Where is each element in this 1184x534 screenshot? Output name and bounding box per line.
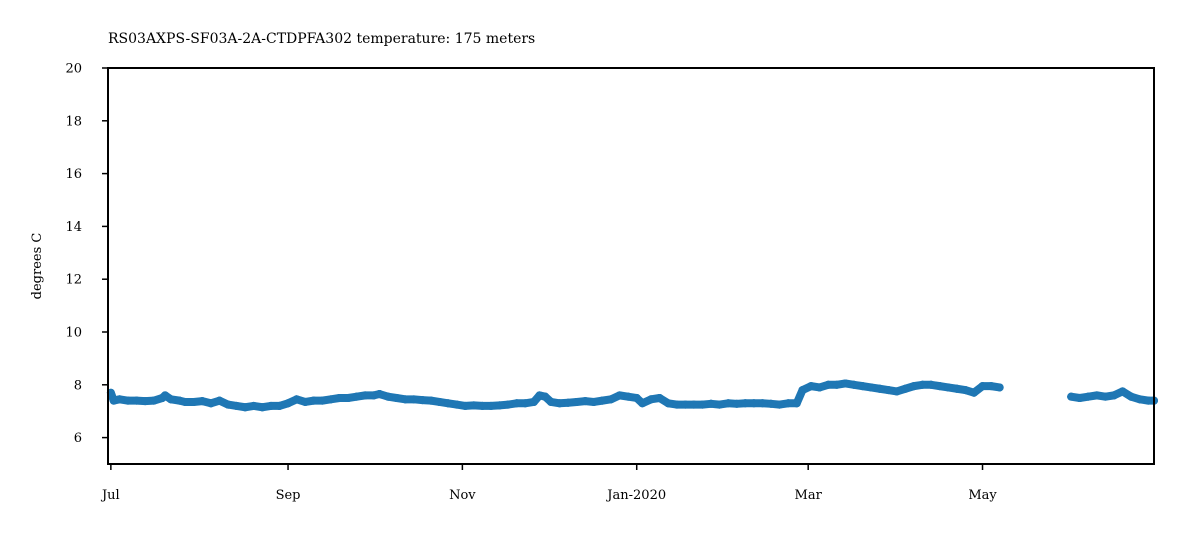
y-tick-label: 10 [65, 326, 82, 341]
x-tick-label: Sep [276, 488, 301, 503]
chart-title: RS03AXPS-SF03A-2A-CTDPFA302 temperature:… [108, 31, 535, 47]
y-axis: 6 8 10 12 14 16 18 20 [65, 62, 108, 446]
y-tick-label: 16 [65, 167, 82, 182]
y-tick-label: 12 [65, 273, 82, 288]
x-tick-label: Jul [100, 488, 120, 503]
x-tick-label: May [968, 488, 997, 503]
x-tick-label: Jan-2020 [605, 488, 666, 503]
y-tick-label: 20 [65, 62, 82, 77]
x-tick-label: Mar [795, 488, 823, 503]
y-tick-label: 14 [65, 220, 82, 235]
plot-frame [107, 67, 1155, 465]
y-tick-label: 8 [74, 378, 82, 393]
data-points [106, 379, 1158, 412]
y-tick-label: 18 [65, 114, 82, 129]
data-point [995, 383, 1004, 392]
x-axis: Jul Sep Nov Jan-2020 Mar May [100, 464, 997, 503]
y-axis-label: degrees C [30, 233, 45, 300]
y-tick-label: 6 [74, 431, 82, 446]
x-tick-label: Nov [449, 488, 476, 503]
